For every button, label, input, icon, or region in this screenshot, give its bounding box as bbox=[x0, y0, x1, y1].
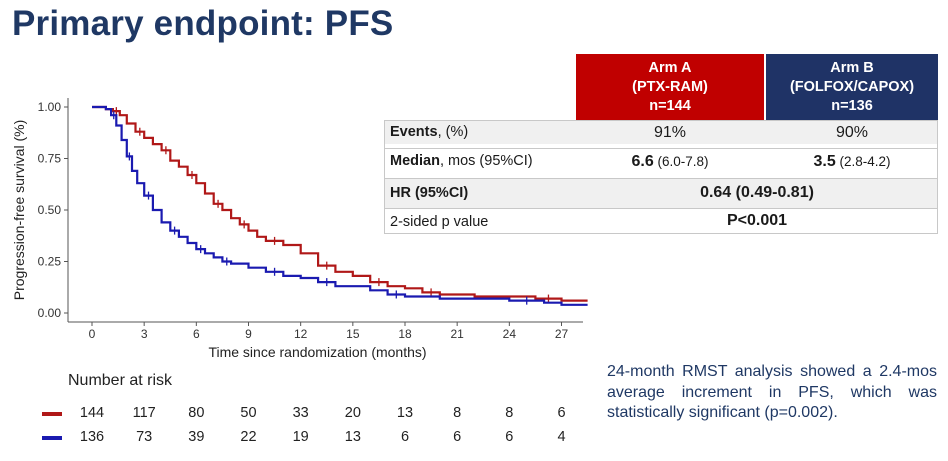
risk-count: 6 bbox=[400, 429, 410, 445]
y-tick-label: 0.00 bbox=[38, 306, 62, 320]
events-label: Events, (%) bbox=[390, 124, 469, 140]
x-tick-label: 27 bbox=[555, 327, 569, 341]
y-tick-label: 0.50 bbox=[38, 203, 62, 217]
risk-count: 4 bbox=[557, 429, 566, 445]
arm-b-name: Arm B bbox=[830, 59, 874, 76]
km-curves bbox=[92, 105, 588, 306]
y-axis-title: Progression-free survival (%) bbox=[11, 120, 27, 301]
risk-count: 13 bbox=[396, 405, 414, 421]
median-arm-a: 6.6 (6.0-7.8) bbox=[631, 153, 709, 170]
risk-count: 20 bbox=[344, 405, 361, 421]
risk-count: 50 bbox=[240, 405, 257, 421]
risk-row-arm-b: 136 73 39 22 19 13 6 6 6 4 bbox=[0, 428, 600, 448]
risk-count: 39 bbox=[188, 429, 205, 445]
rmst-note: 24-month RMST analysis showed a 2.4-mos … bbox=[607, 363, 937, 421]
risk-table-title: Number at risk bbox=[68, 372, 173, 389]
slide-title: Primary endpoint: PFS bbox=[12, 4, 394, 43]
risk-count: 8 bbox=[505, 405, 514, 421]
arm-b-n: n=136 bbox=[831, 97, 873, 114]
events-row: Events, (%) 91% 90% bbox=[384, 120, 938, 144]
arm-a-name: Arm A bbox=[648, 59, 692, 76]
p-label: 2-sided p value bbox=[390, 214, 489, 230]
events-arm-a: 91% bbox=[653, 124, 687, 141]
risk-count: 73 bbox=[136, 429, 153, 445]
risk-count: 8 bbox=[453, 405, 462, 421]
x-tick-label: 21 bbox=[450, 327, 464, 341]
arm-a-regimen: (PTX-RAM) bbox=[632, 78, 708, 95]
x-axis-title: Time since randomization (months) bbox=[208, 344, 426, 360]
hr-label: HR (95%CI) bbox=[390, 185, 469, 201]
x-tick-label: 15 bbox=[346, 327, 360, 341]
median-row: Median, mos (95%CI) 6.6 (6.0-7.8) 3.5 (2… bbox=[384, 148, 938, 172]
x-tick-label: 6 bbox=[193, 327, 200, 341]
x-tick-label: 0 bbox=[89, 327, 96, 341]
risk-count: 6 bbox=[557, 405, 566, 421]
arm-a-legend-key bbox=[42, 412, 62, 416]
risk-row-arm-a: 144 117 80 50 33 20 13 8 8 6 bbox=[0, 404, 600, 424]
hr-row: HR (95%CI) 0.64 (0.49-0.81) bbox=[384, 178, 938, 208]
x-tick-label: 24 bbox=[503, 327, 517, 341]
hr-value: 0.64 (0.49-0.81) bbox=[700, 184, 814, 201]
risk-count: 6 bbox=[453, 429, 462, 445]
p-value: P<0.001 bbox=[726, 212, 788, 229]
risk-count: 136 bbox=[79, 429, 105, 445]
chart-axes: 0.00 0.25 0.50 0.75 1.00 0 3 6 9 12 15 18 21 24 27 bbox=[38, 98, 583, 341]
risk-count: 80 bbox=[188, 405, 205, 421]
arm-b-header: Arm B (FOLFOX/CAPOX) n=136 bbox=[766, 54, 938, 120]
y-tick-label: 0.75 bbox=[38, 152, 62, 166]
arm-a-n: n=144 bbox=[649, 97, 691, 114]
risk-count: 6 bbox=[505, 429, 514, 445]
y-tick-label: 1.00 bbox=[38, 100, 62, 114]
events-arm-b: 90% bbox=[835, 124, 869, 141]
median-arm-b: 3.5 (2.8-4.2) bbox=[813, 153, 891, 170]
x-tick-label: 9 bbox=[245, 327, 252, 341]
arm-b-regimen: (FOLFOX/CAPOX) bbox=[789, 78, 915, 95]
risk-count: 33 bbox=[292, 405, 309, 421]
x-tick-label: 12 bbox=[294, 327, 308, 341]
arm-a-km-curve bbox=[92, 105, 588, 302]
risk-count: 22 bbox=[240, 429, 257, 445]
arm-a-header: Arm A (PTX-RAM) n=144 bbox=[576, 54, 764, 120]
risk-count: 144 bbox=[79, 405, 105, 421]
median-label: Median, mos (95%CI) bbox=[390, 153, 533, 169]
arm-b-legend-key bbox=[42, 436, 62, 440]
risk-count: 19 bbox=[292, 429, 309, 445]
x-tick-label: 18 bbox=[398, 327, 412, 341]
y-tick-label: 0.25 bbox=[38, 255, 62, 269]
risk-count: 117 bbox=[132, 405, 156, 421]
risk-count: 13 bbox=[344, 429, 361, 445]
x-tick-label: 3 bbox=[141, 327, 148, 341]
p-row: 2-sided p value P<0.001 bbox=[384, 208, 938, 234]
